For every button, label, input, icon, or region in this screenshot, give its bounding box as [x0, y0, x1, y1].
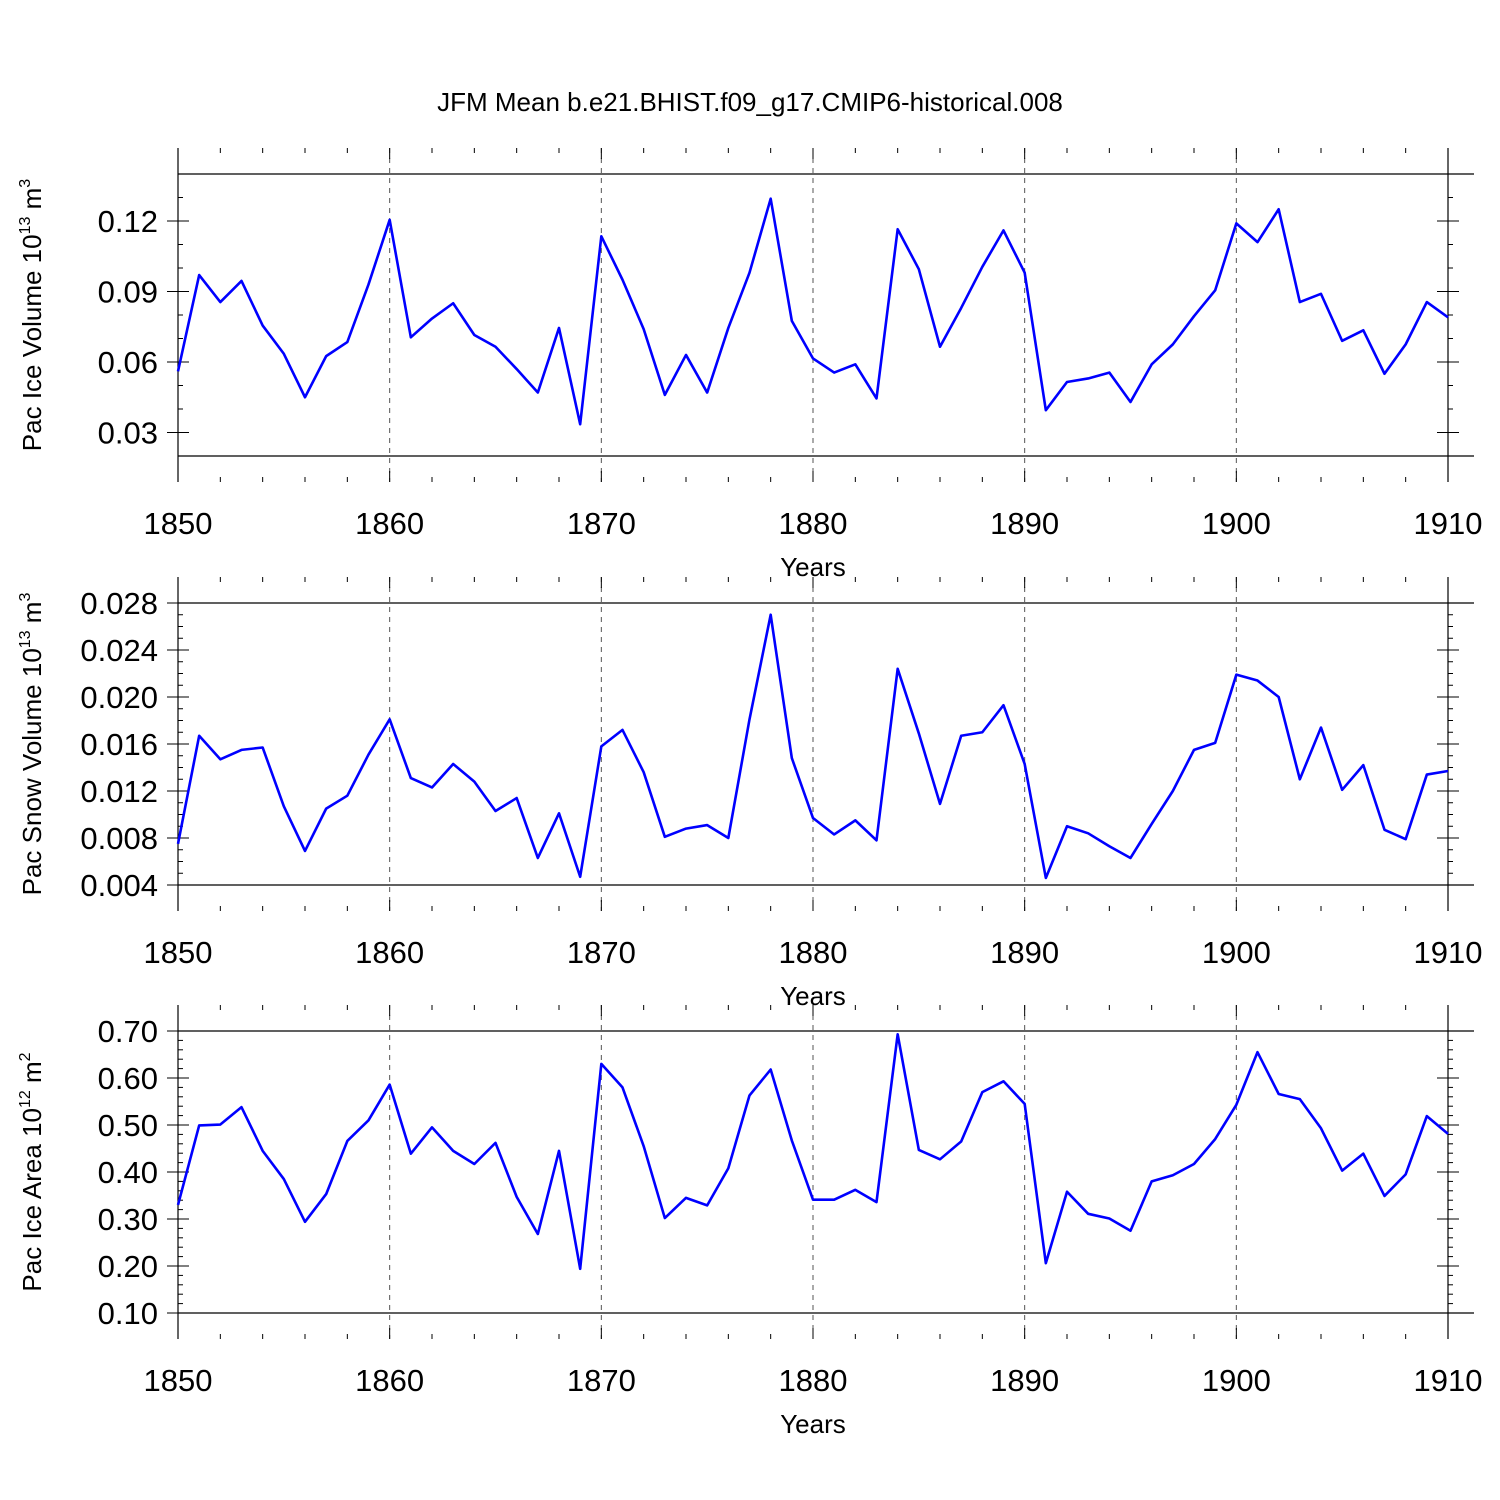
- x-tick-label: 1910: [1414, 1363, 1483, 1398]
- x-tick-label: 1870: [567, 1363, 636, 1398]
- x-tick-label: 1860: [355, 506, 424, 541]
- x-tick-label: 1900: [1202, 935, 1271, 970]
- series-line-3-1: [176, 1032, 1449, 1271]
- x-tick-label: 1890: [990, 506, 1059, 541]
- x-tick-label: 1850: [144, 935, 213, 970]
- y-axis-label: Pac Snow Volume 1013 m3: [17, 593, 47, 896]
- x-tick-label: 1880: [779, 506, 848, 541]
- y-tick-label: 0.12: [98, 204, 158, 239]
- y-tick-label: 0.016: [80, 727, 158, 762]
- y-tick-label: 0.028: [80, 586, 158, 621]
- x-tick-label: 1860: [355, 1363, 424, 1398]
- chart-panel-1: 0.03 0.06 0.09 0.12 1850 1860 1870 1880 1890 1900…: [17, 148, 1482, 582]
- y-tick-label: 0.004: [80, 868, 158, 903]
- y-tick-label: 0.60: [98, 1061, 158, 1096]
- x-tick-label: 1910: [1414, 935, 1483, 970]
- x-tick-label: 1890: [990, 1363, 1059, 1398]
- y-tick-label: 0.008: [80, 821, 158, 856]
- y-tick-label: 0.020: [80, 680, 158, 715]
- x-tick-label: 1910: [1414, 506, 1483, 541]
- y-axis-label: Pac Ice Volume 1013 m3: [17, 179, 47, 452]
- x-tick-label: 1880: [779, 935, 848, 970]
- x-tick-label: 1900: [1202, 1363, 1271, 1398]
- y-tick-label: 0.50: [98, 1108, 158, 1143]
- y-tick-label: 0.10: [98, 1296, 158, 1331]
- y-tick-label: 0.40: [98, 1155, 158, 1190]
- series-line-2-1: [176, 613, 1449, 880]
- panels: 0.03 0.06 0.09 0.12 1850 1860 1870 1880 1890 1900…: [17, 148, 1482, 1439]
- y-tick-label: 0.70: [98, 1014, 158, 1049]
- y-tick-label: 0.30: [98, 1202, 158, 1237]
- x-tick-label: 1870: [567, 935, 636, 970]
- y-tick-label: 0.06: [98, 345, 158, 380]
- y-tick-label: 0.012: [80, 774, 158, 809]
- x-tick-label: 1900: [1202, 506, 1271, 541]
- x-tick-label: 1890: [990, 935, 1059, 970]
- y-axis-label: Pac Ice Area 1012 m2: [17, 1052, 47, 1291]
- x-tick-label: 1870: [567, 506, 636, 541]
- x-tick-label: 1860: [355, 935, 424, 970]
- y-tick-label: 0.09: [98, 275, 158, 310]
- y-tick-label: 0.03: [98, 416, 158, 451]
- series-line-1-1: [176, 197, 1449, 426]
- chart-panel-2: 0.004 0.008 0.012 0.016 0.020 0.024 0.028 1850 1…: [17, 577, 1482, 1011]
- figure-title: JFM Mean b.e21.BHIST.f09_g17.CMIP6-histo…: [437, 87, 1063, 117]
- chart-panel-3: 0.10 0.20 0.30 0.40 0.50 0.60 0.70 1850 1860 1870…: [17, 1005, 1482, 1439]
- y-tick-label: 0.024: [80, 633, 158, 668]
- x-tick-label: 1850: [144, 1363, 213, 1398]
- x-axis-label: Years: [780, 1409, 846, 1439]
- y-tick-label: 0.20: [98, 1249, 158, 1284]
- x-tick-label: 1850: [144, 506, 213, 541]
- x-tick-label: 1880: [779, 1363, 848, 1398]
